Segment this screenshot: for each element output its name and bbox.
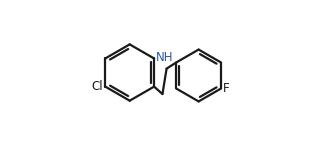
Text: Cl: Cl xyxy=(91,80,103,93)
Text: F: F xyxy=(223,82,230,95)
Text: NH: NH xyxy=(156,51,174,64)
